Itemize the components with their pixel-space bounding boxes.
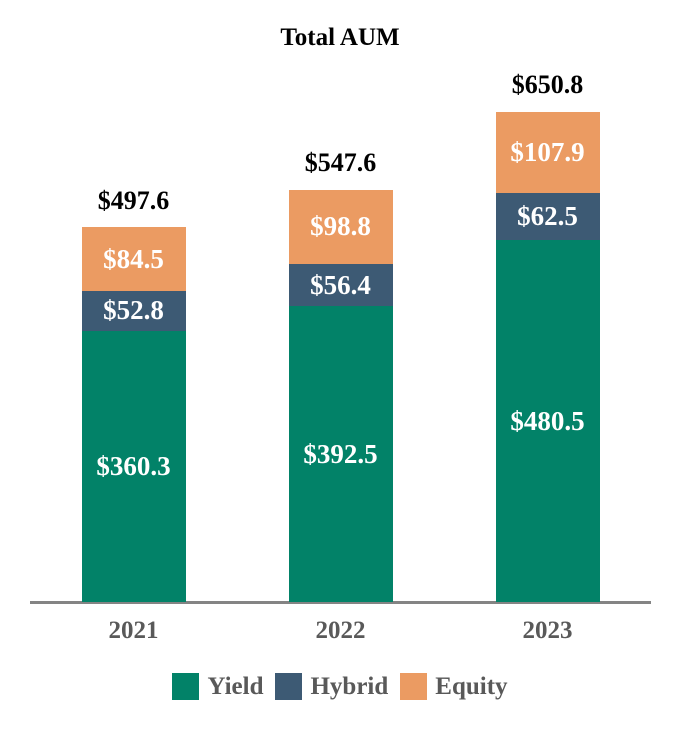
chart-legend: Yield Hybrid Equity: [0, 671, 680, 701]
segment-value-label: $480.5: [510, 405, 585, 436]
legend-label: Yield: [207, 672, 264, 700]
bar-segment-equity-2021: $84.5: [81, 227, 186, 291]
legend-swatch-yield: [172, 672, 200, 700]
segment-value-label: $62.5: [517, 201, 578, 232]
segment-value-label: $98.8: [310, 211, 371, 242]
total-value-label: $497.6: [97, 185, 170, 215]
bar-segment-hybrid-2021: $52.8: [81, 290, 186, 331]
x-axis-line: [30, 601, 651, 604]
segment-value-label: $107.9: [510, 137, 585, 168]
legend-item-yield: Yield: [172, 672, 264, 700]
bar-segment-yield-2023: $480.5: [495, 240, 600, 602]
segment-value-label: $392.5: [303, 438, 378, 469]
segment-value-label: $56.4: [310, 269, 371, 300]
bar-segment-yield-2021: $360.3: [81, 330, 186, 602]
x-axis-label-2021: 2021: [108, 617, 159, 644]
x-axis-label-2023: 2023: [522, 617, 573, 644]
segment-value-label: $360.3: [96, 450, 171, 481]
total-value-label: $547.6: [304, 148, 377, 178]
legend-item-hybrid: Hybrid: [275, 672, 389, 700]
segment-value-label: $84.5: [103, 243, 164, 274]
segment-value-label: $52.8: [103, 295, 164, 326]
legend-swatch-hybrid: [275, 672, 303, 700]
legend-label: Equity: [435, 672, 508, 700]
x-axis-label-2022: 2022: [315, 617, 366, 644]
legend-label: Hybrid: [310, 672, 389, 700]
legend-swatch-equity: [400, 672, 428, 700]
bar-segment-equity-2023: $107.9: [495, 111, 600, 194]
total-value-label: $650.8: [511, 70, 584, 100]
bar-segment-yield-2022: $392.5: [288, 306, 393, 602]
bar-segment-equity-2022: $98.8: [288, 189, 393, 265]
bar-segment-hybrid-2023: $62.5: [495, 193, 600, 241]
bar-segment-hybrid-2022: $56.4: [288, 264, 393, 307]
chart-title: Total AUM: [280, 24, 400, 51]
legend-item-equity: Equity: [400, 672, 508, 700]
